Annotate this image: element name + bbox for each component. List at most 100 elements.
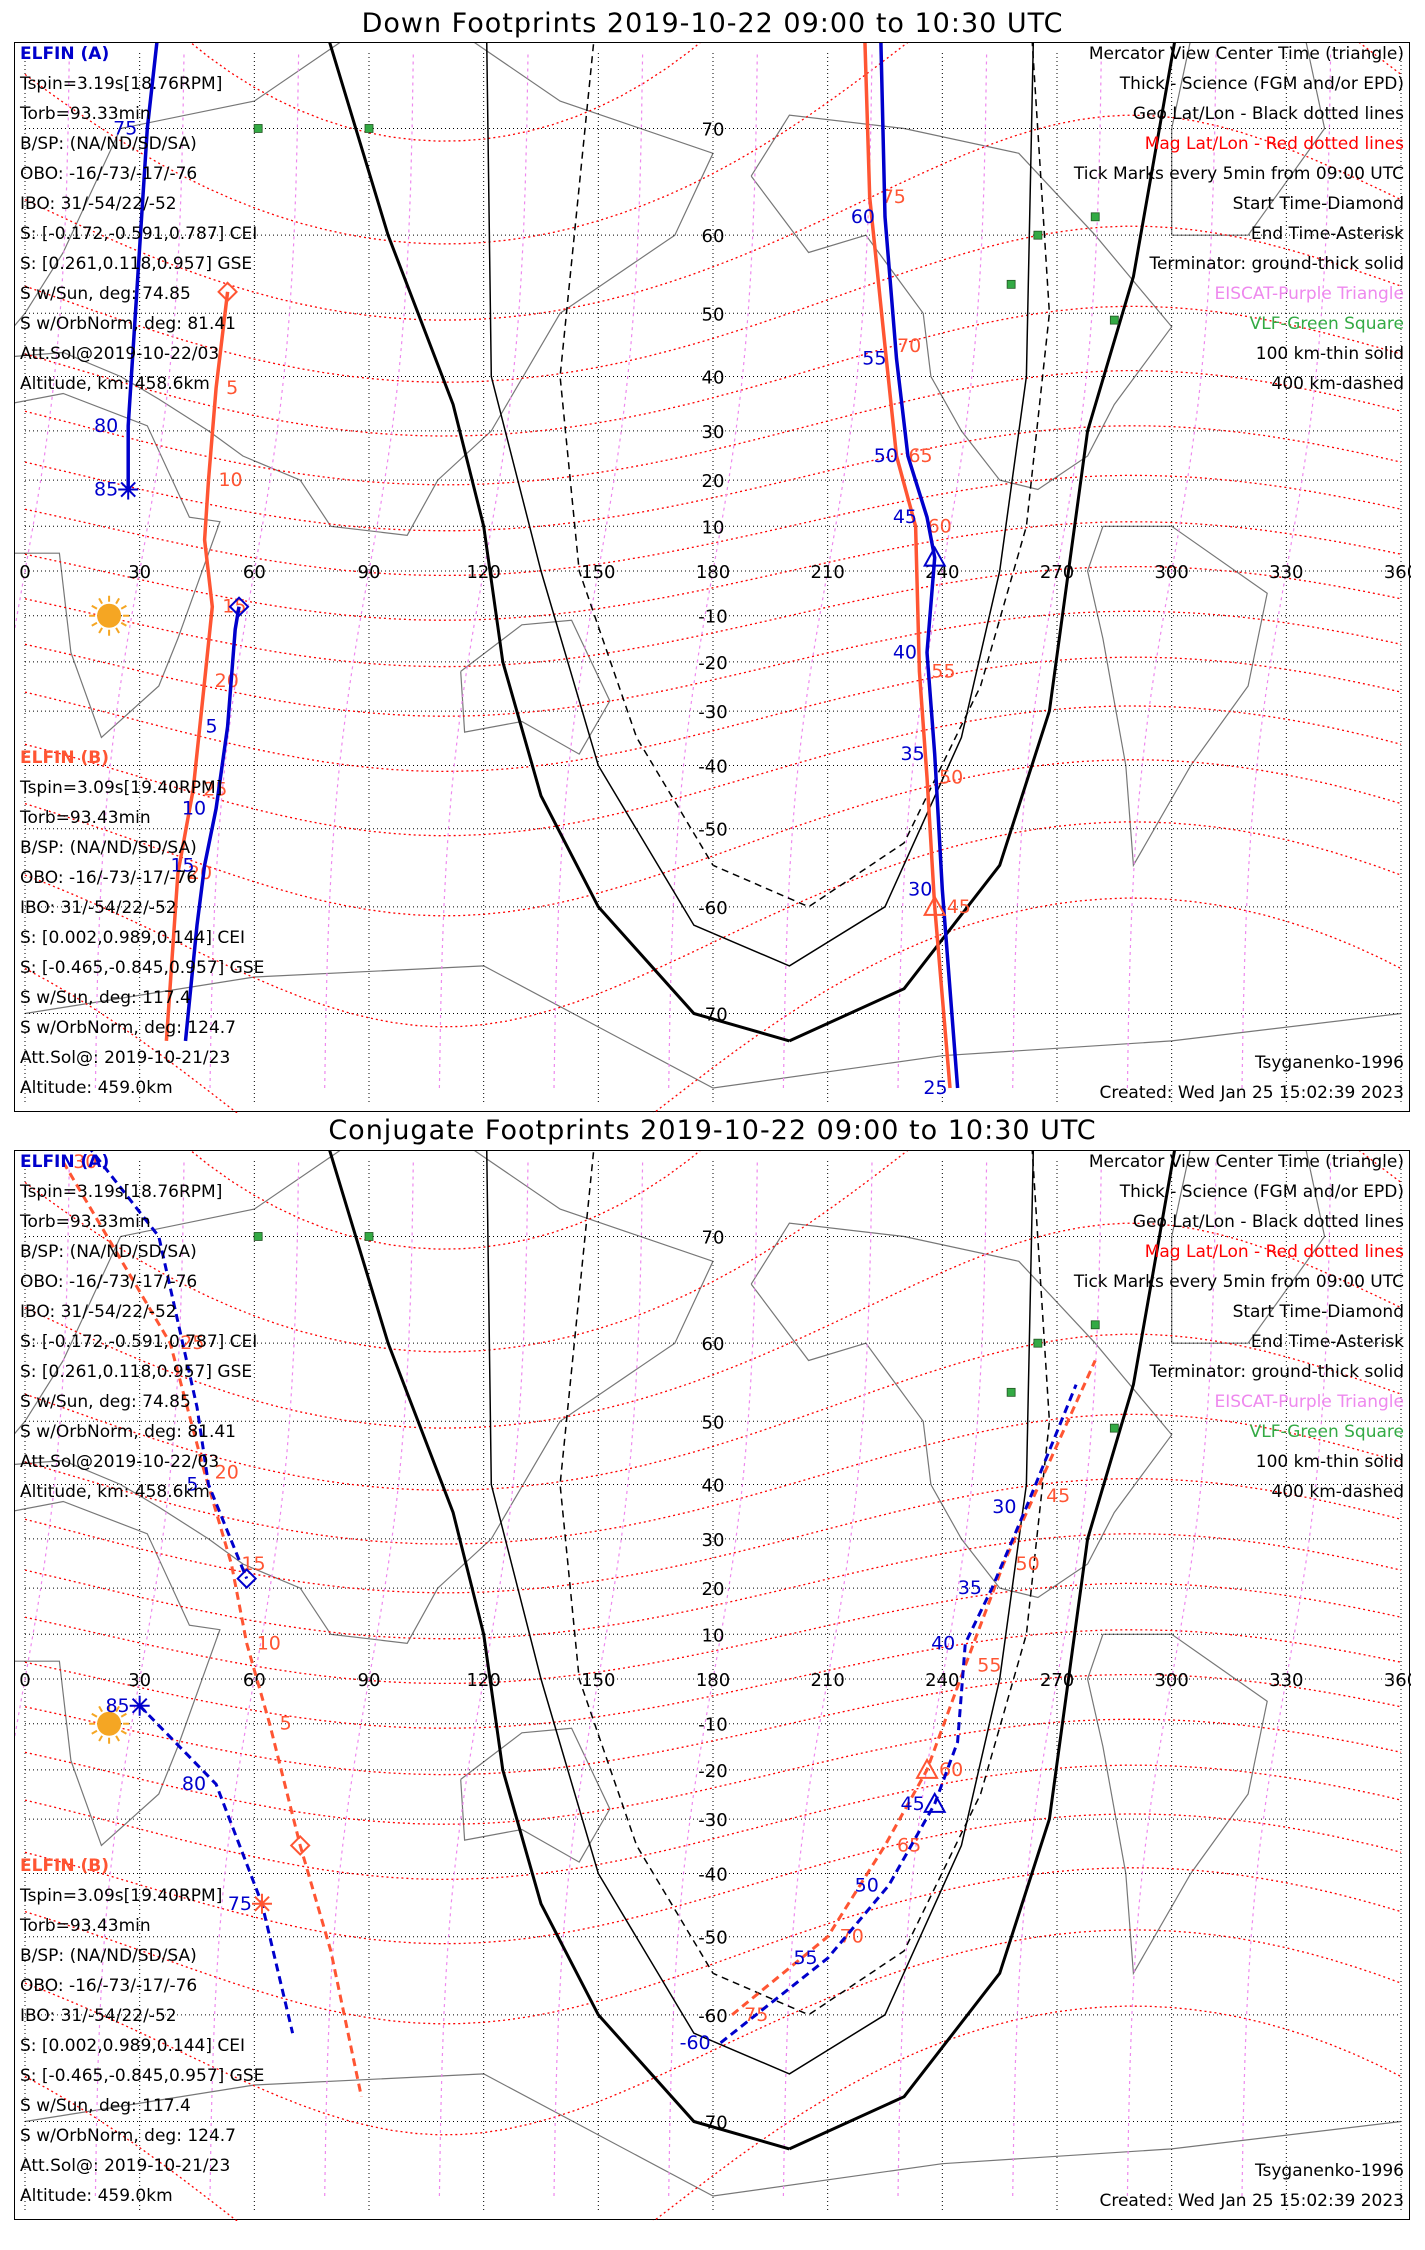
sun-icon <box>89 1703 130 1744</box>
lat-tick-label--50: -50 <box>698 1928 727 1949</box>
lat-tick-label--70: -70 <box>698 2113 727 2134</box>
model-label: Tsyganenko-1996 <box>1254 2161 1404 2181</box>
elfin-b-info-line-1: Tspin=3.09s[19.40RPM] <box>20 778 223 798</box>
legend: Mercator View Center Time (triangle) Thic… <box>1074 1147 1404 1507</box>
mag-parallel-0 <box>24 1629 1402 1729</box>
vlf-square-1 <box>364 124 374 133</box>
lon-tick-label-30: 30 <box>128 1670 151 1691</box>
elfin-b-track-pacific-label-5: 55 <box>931 660 955 682</box>
lat-tick-label-10: 10 <box>702 517 725 538</box>
lon-tick-label-180: 180 <box>696 1670 730 1691</box>
mag-parallel-7 <box>24 43 1402 245</box>
elfin-a-track-pacific-label-8: 30 <box>908 879 932 901</box>
mag-meridian-180 <box>668 1161 758 2197</box>
elfin-a-track-east <box>183 606 241 1042</box>
start-diamond-0 <box>217 281 238 303</box>
elfin-a-info-line-0: ELFIN (A) <box>20 44 110 64</box>
elfin-a-track-east-label-3: 5 <box>186 1473 198 1495</box>
mag-parallel-4 <box>24 305 1402 437</box>
legend-line-10: 100 km-thin solid <box>1255 344 1404 364</box>
lat-tick-label-20: 20 <box>702 471 725 492</box>
elfin-b-track-pacific <box>731 1359 1097 2016</box>
legend-line-7: Terminator: ground-thick solid <box>1149 1362 1404 1382</box>
lat-tick-label--30: -30 <box>698 1810 727 1831</box>
mag-parallel--1 <box>24 1673 1402 1776</box>
elfin-b-track-east-label-7: 5 <box>226 377 238 399</box>
mag-parallel--3 <box>24 656 1402 773</box>
elfin-b-info-line-1: Tspin=3.09s[19.40RPM] <box>20 1886 223 1906</box>
map-layer: 0306090120150180210240270300330360706050… <box>15 1151 1411 2221</box>
created-label: Created: Wed Jan 25 15:02:39 2023 <box>1099 1083 1404 1103</box>
elfin-a-track-pacific <box>879 43 960 1089</box>
lat-tick-label--10: -10 <box>698 1715 727 1736</box>
mag-parallel--2 <box>24 1718 1402 1825</box>
end-asterisk-1 <box>129 1695 150 1716</box>
center-triangle-4 <box>922 1791 947 1813</box>
lon-tick-label-120: 120 <box>466 1670 500 1691</box>
lon-tick-label-0: 0 <box>19 1670 30 1691</box>
elfin-b-track-pacific-label-2: 70 <box>897 335 921 357</box>
terminator-ground-1 <box>788 43 1176 1043</box>
elfin-a-info-line-6: S: [-0.172,-0.591,0.787] CEI <box>20 224 258 244</box>
elfin-b-info: ELFIN (B) Tspin=3.09s[19.40RPM] Torb=93.43… <box>20 743 264 1103</box>
elfin-b-info-line-8: S w/Sun, deg: 117.4 <box>20 988 191 1008</box>
elfin-b-info-line-0: ELFIN (B) <box>20 748 110 768</box>
vlf-square-1 <box>364 1232 374 1241</box>
mag-parallel-0 <box>24 521 1402 621</box>
elfin-a-track-pacific-label-3: 50 <box>874 445 898 467</box>
lat-tick-label-60: 60 <box>702 1334 725 1355</box>
mag-meridian-270 <box>1012 53 1102 1089</box>
elfin-b-track-pacific-label-4: 60 <box>928 515 952 537</box>
elfin-a-info-line-5: IBO: 31/-54/22/-52 <box>20 194 177 214</box>
elfin-a-info: ELFIN (A) Tspin=3.19s[18.76RPM] Torb=93.33… <box>20 1147 257 1507</box>
down-footprints-map[interactable]: 0306090120150180210240270300330360706050… <box>14 39 1411 1113</box>
lon-tick-label-360: 360 <box>1384 562 1411 583</box>
lat-tick-label-10: 10 <box>702 1625 725 1646</box>
start-diamond-2 <box>228 596 250 618</box>
elfin-a-track-west-label-0: 85 <box>105 1695 129 1717</box>
elfin-b-track-pacific-label-6: 45 <box>1046 1485 1070 1507</box>
conjugate-footprints-map[interactable]: 0306090120150180210240270300330360706050… <box>14 1147 1411 2221</box>
elfin-a-track-west-label-0: 85 <box>94 479 118 501</box>
mag-parallel-7 <box>24 1151 1402 1353</box>
legend-line-9: VLF-Green Square <box>1249 1422 1404 1442</box>
elfin-b-info-line-9: S w/OrbNorm, deg: 124.7 <box>20 2126 237 2146</box>
down-footprints-title: Down Footprints 2019-10-22 09:00 to 10:3… <box>361 8 1064 39</box>
lon-tick-label-330: 330 <box>1269 562 1303 583</box>
mag-meridian-210 <box>782 1161 873 2197</box>
sun-icon <box>89 595 130 636</box>
elfin-b-info-line-3: B/SP: (NA/ND/SD/SA) <box>20 838 197 858</box>
model-label: Tsyganenko-1996 <box>1254 1053 1404 1073</box>
elfin-a-info-line-1: Tspin=3.19s[18.76RPM] <box>20 1182 223 1202</box>
lat-tick-label--60: -60 <box>698 2006 727 2027</box>
lat-tick-label-50: 50 <box>702 1412 725 1433</box>
elfin-a-track-east <box>90 1151 249 1580</box>
elfin-a-info-line-11: Altitude, km: 458.6km <box>20 1482 210 1502</box>
mag-parallel--3 <box>24 1764 1402 1881</box>
continent-outline-2 <box>460 1727 611 1863</box>
lat-tick-label-60: 60 <box>702 226 725 247</box>
lon-tick-label-150: 150 <box>581 1670 615 1691</box>
elfin-b-info-line-4: OBO: -16/-73/-17/-76 <box>20 1976 198 1996</box>
elfin-a-info-line-10: Att.Sol@2019-10-22/03 <box>20 1452 220 1472</box>
elfin-b-track-pacific-label-6: 50 <box>939 766 963 788</box>
vlf-square-6 <box>1109 315 1119 325</box>
mag-meridian-180 <box>668 53 758 1089</box>
lon-tick-label-210: 210 <box>810 1670 844 1691</box>
continent-outline-2 <box>460 619 611 755</box>
elfin-a-info-line-7: S: [0.261,0.118,0.957] GSE <box>20 254 253 274</box>
legend-line-2: Geo Lat/Lon - Black dotted lines <box>1132 104 1404 124</box>
mag-parallel--1 <box>24 565 1402 668</box>
mag-meridian-270 <box>1012 1161 1102 2197</box>
elfin-b-track-pacific-label-1: 70 <box>840 1926 864 1948</box>
lon-tick-label-240: 240 <box>925 1670 959 1691</box>
legend: Mercator View Center Time (triangle) Thic… <box>1074 39 1404 399</box>
elfin-b-info-line-11: Altitude: 459.0km <box>20 1078 173 1098</box>
elfin-b-info-line-5: IBO: 31/-54/22/-52 <box>20 898 177 918</box>
elfin-a-info-line-8: S w/Sun, deg: 74.85 <box>20 284 191 304</box>
mag-meridian-0 <box>15 1161 70 1739</box>
mag-meridian-240 <box>897 1161 988 2197</box>
mag-meridian-330 <box>1241 1161 1332 2197</box>
elfin-a-info-line-8: S w/Sun, deg: 74.85 <box>20 1392 191 1412</box>
lon-tick-label-90: 90 <box>358 1670 381 1691</box>
